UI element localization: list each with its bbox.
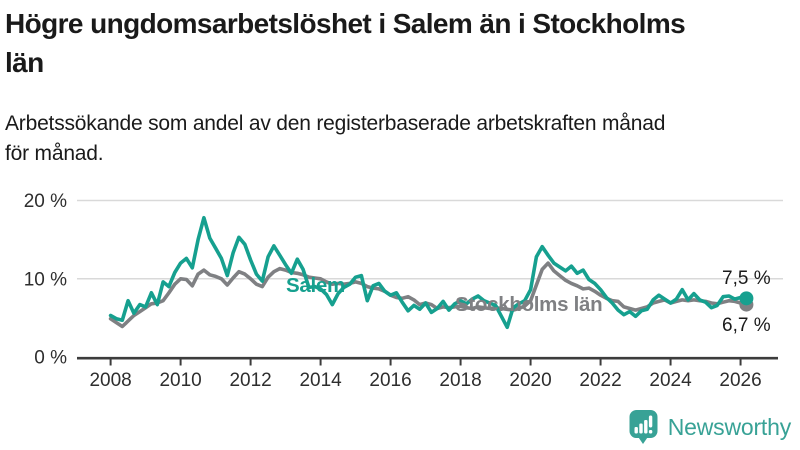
x-axis-label-2014: 2014 [299, 370, 342, 391]
x-axis-label-2024: 2024 [649, 370, 692, 391]
series-line-stockholms-l-n [108, 261, 749, 329]
newsworthy-brand[interactable]: Newsworthy [628, 409, 791, 445]
logo-bubble [629, 410, 658, 438]
end-value-label-salem: 7,5 % [722, 268, 771, 289]
x-axis-label-2022: 2022 [579, 370, 621, 391]
logo-exclamation-bar [648, 415, 653, 428]
logo-bubble-tail [637, 436, 649, 444]
page-title: Högre ungdomsarbetslöshet i Salem än i S… [5, 4, 797, 82]
chart-header: Högre ungdomsarbetslöshet i Salem än i S… [5, 4, 797, 169]
chart-subtitle-line-2: för månad. [5, 142, 104, 165]
page-title-line-1: Högre ungdomsarbetslöshet i Salem än i S… [5, 8, 686, 39]
series-line-salem [108, 215, 749, 330]
logo-exclamation-dot [648, 430, 653, 434]
y-axis-label-0: 0 % [34, 348, 67, 369]
series-end-dot-salem [739, 291, 754, 306]
chart-subtitle-line-1: Arbetssökande som andel av den registerb… [5, 112, 666, 135]
x-axis-label-2010: 2010 [159, 370, 201, 391]
bar-chart-speech-bubble-icon [629, 410, 658, 444]
series-label-salem: Salem [286, 274, 345, 297]
y-axis-label-20: 20 % [24, 191, 67, 212]
x-axis-label-2018: 2018 [439, 370, 481, 391]
series-label-stockholms-l-n: Stockholms län [455, 293, 602, 316]
x-axis-label-2020: 2020 [509, 370, 551, 391]
x-axis-label-2026: 2026 [719, 370, 761, 391]
y-axis-label-10: 10 % [24, 269, 67, 290]
x-axis-label-2016: 2016 [369, 370, 411, 391]
end-value-label-stockholms-l-n: 6,7 % [722, 315, 771, 336]
x-axis-label-2012: 2012 [229, 370, 271, 391]
chart-subtitle: Arbetssökande som andel av den registerb… [5, 109, 797, 169]
logo-bars [634, 415, 653, 434]
page-title-line-2: län [5, 47, 44, 78]
x-axis-label-2008: 2008 [89, 370, 131, 391]
brand-label: Newsworthy [667, 413, 791, 440]
